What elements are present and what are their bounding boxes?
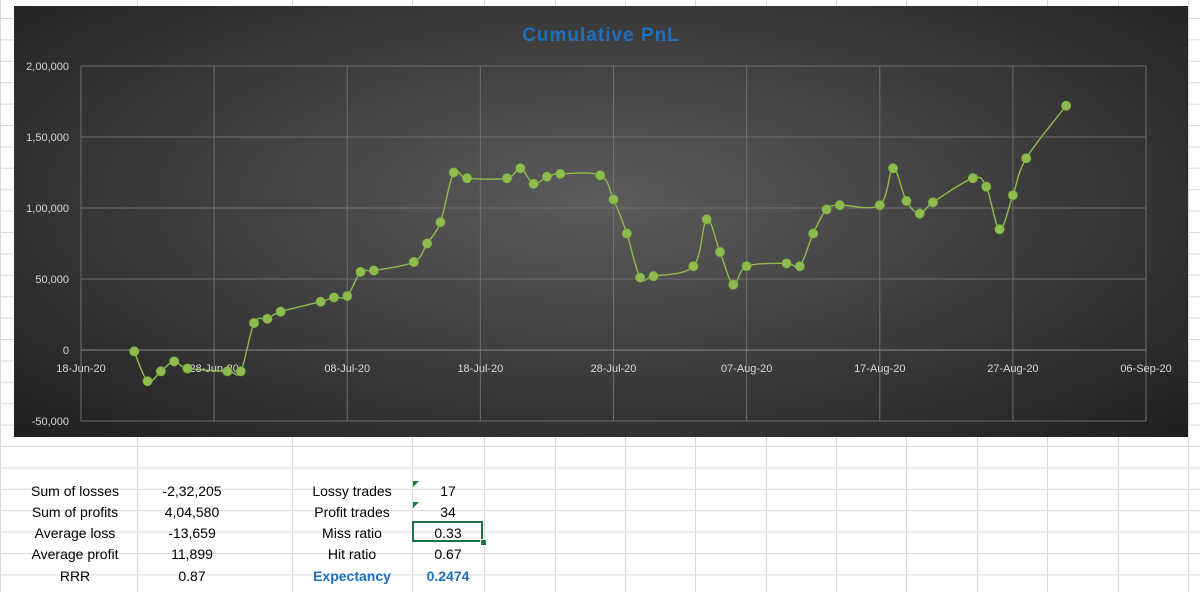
profit-trades-label[interactable]: Profit trades (314, 504, 390, 520)
data-point[interactable] (249, 318, 260, 329)
data-point[interactable] (222, 366, 233, 377)
data-point[interactable] (1061, 100, 1072, 111)
data-point[interactable] (315, 296, 326, 307)
data-point[interactable] (688, 261, 699, 272)
sum-of-profits-value[interactable]: 4,04,580 (164, 504, 220, 520)
miss-ratio-value[interactable]: 0.33 (434, 525, 462, 541)
data-point[interactable] (169, 356, 180, 367)
data-point[interactable] (1007, 190, 1018, 201)
data-point[interactable] (355, 266, 366, 277)
average-loss-value[interactable]: -13,659 (168, 525, 216, 541)
y-tick-label: 50,000 (35, 274, 69, 286)
data-point[interactable] (781, 258, 792, 269)
data-point[interactable] (182, 363, 193, 374)
expectancy-value[interactable]: 0.2474 (426, 568, 470, 584)
y-tick-label: 1,00,000 (26, 203, 69, 215)
data-point[interactable] (501, 173, 512, 184)
data-point[interactable] (834, 200, 845, 211)
data-point[interactable] (541, 171, 552, 182)
average-profit-value[interactable]: 11,899 (171, 546, 213, 562)
data-point[interactable] (435, 217, 446, 228)
x-tick-label: 27-Aug-20 (987, 363, 1038, 375)
data-point[interactable] (1021, 153, 1032, 164)
data-point[interactable] (155, 366, 166, 377)
data-point[interactable] (608, 194, 619, 205)
data-point[interactable] (715, 247, 726, 258)
active-cell-selection[interactable] (412, 521, 483, 542)
x-tick-label: 08-Jul-20 (324, 363, 370, 375)
data-point[interactable] (928, 197, 939, 208)
expectancy-label[interactable]: Expectancy (313, 568, 391, 584)
data-point[interactable] (901, 195, 912, 206)
x-tick-label: 17-Aug-20 (854, 363, 905, 375)
y-tick-label: 0 (63, 345, 69, 357)
x-tick-label: 06-Sep-20 (1120, 363, 1171, 375)
data-point[interactable] (129, 346, 140, 357)
data-point[interactable] (422, 238, 433, 249)
chart-canvas: -50,000 0 50,000 1,00,000 1,50,000 2,00,000 18… (26, 25, 1172, 428)
y-tick-label: -50,000 (32, 416, 69, 428)
data-point[interactable] (528, 178, 539, 189)
lossy-trades-label[interactable]: Lossy trades (312, 483, 392, 499)
data-point[interactable] (555, 168, 566, 179)
data-point[interactable] (275, 306, 286, 317)
data-point[interactable] (648, 271, 659, 282)
error-indicator-icon (413, 502, 419, 508)
rrr-value[interactable]: 0.87 (178, 568, 206, 584)
average-profit-label[interactable]: Average profit (31, 546, 119, 562)
data-point[interactable] (635, 272, 646, 283)
data-point[interactable] (794, 261, 805, 272)
data-point[interactable] (408, 256, 419, 267)
data-point[interactable] (462, 173, 473, 184)
data-point[interactable] (515, 163, 526, 174)
rrr-label[interactable]: RRR (59, 568, 91, 584)
data-point[interactable] (595, 170, 606, 181)
data-point[interactable] (621, 228, 632, 239)
data-point[interactable] (701, 214, 712, 225)
data-point[interactable] (342, 291, 353, 302)
average-loss-label[interactable]: Average loss (34, 525, 116, 541)
profit-trades-value[interactable]: 34 (440, 504, 456, 520)
sum-of-losses-label[interactable]: Sum of losses (31, 483, 119, 499)
data-point[interactable] (262, 313, 273, 324)
miss-ratio-label[interactable]: Miss ratio (322, 525, 382, 541)
sum-of-profits-label[interactable]: Sum of profits (31, 504, 119, 520)
x-tick-label: 07-Aug-20 (721, 363, 772, 375)
data-point[interactable] (994, 224, 1005, 235)
data-point[interactable] (808, 228, 819, 239)
data-point[interactable] (728, 279, 739, 290)
fill-handle[interactable] (480, 539, 487, 546)
lossy-trades-value[interactable]: 17 (440, 483, 456, 499)
sum-of-losses-value[interactable]: -2,32,205 (162, 483, 222, 499)
x-tick-label: 28-Jul-20 (591, 363, 637, 375)
data-point[interactable] (741, 261, 752, 272)
y-tick-label: 1,50,000 (26, 132, 69, 144)
x-tick-label: 18-Jul-20 (457, 363, 503, 375)
data-point[interactable] (235, 366, 246, 377)
data-point[interactable] (328, 292, 339, 303)
data-point[interactable] (821, 204, 832, 215)
hit-ratio-label[interactable]: Hit ratio (327, 546, 377, 562)
error-indicator-icon (413, 481, 419, 487)
data-point[interactable] (448, 167, 459, 178)
data-point[interactable] (874, 200, 885, 211)
chart-title: Cumulative PnL (522, 25, 680, 46)
cumulative-pnl-chart[interactable]: -50,000 0 50,000 1,00,000 1,50,000 2,00,000 18… (14, 6, 1188, 437)
data-point[interactable] (368, 265, 379, 276)
data-point[interactable] (914, 208, 925, 219)
data-point[interactable] (967, 173, 978, 184)
hit-ratio-value[interactable]: 0.67 (434, 546, 462, 562)
data-point[interactable] (888, 163, 899, 174)
data-point[interactable] (981, 181, 992, 192)
data-point[interactable] (142, 376, 153, 387)
y-tick-label: 2,00,000 (26, 61, 69, 73)
x-tick-label: 18-Jun-20 (56, 363, 106, 375)
series-line (133, 105, 1067, 383)
